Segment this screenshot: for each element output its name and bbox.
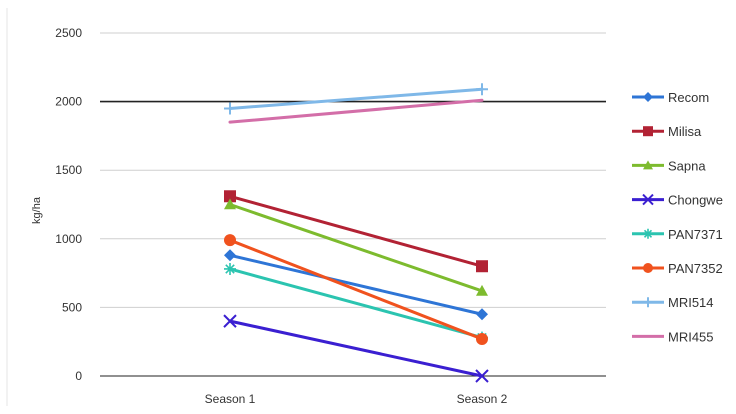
x-tick-label: Season 1 bbox=[205, 392, 256, 406]
legend-label: Chongwe bbox=[668, 193, 723, 208]
legend-item: MRI514 bbox=[632, 295, 714, 310]
data-point-marker bbox=[224, 262, 236, 275]
data-point-marker bbox=[643, 126, 653, 137]
legend-item: Sapna bbox=[632, 158, 706, 173]
gridlines bbox=[100, 32, 606, 377]
series-line bbox=[228, 267, 484, 340]
y-tick-label: 2500 bbox=[55, 26, 82, 40]
series-pan7371 bbox=[224, 262, 488, 344]
y-tick-label: 0 bbox=[75, 369, 82, 383]
legend-item: PAN7371 bbox=[632, 227, 723, 242]
data-point-marker bbox=[643, 297, 653, 308]
series-line bbox=[228, 319, 484, 378]
legend-label: MRI455 bbox=[668, 329, 714, 344]
data-point-marker bbox=[224, 198, 236, 210]
legend-item: PAN7352 bbox=[632, 261, 723, 276]
legend-item: Chongwe bbox=[632, 193, 723, 208]
data-point-marker bbox=[642, 193, 654, 206]
series-line bbox=[228, 98, 484, 124]
series-lines bbox=[223, 83, 489, 383]
y-tick-label: 1500 bbox=[55, 163, 82, 177]
legend-label: MRI514 bbox=[668, 295, 714, 310]
data-point-marker bbox=[224, 190, 236, 203]
legend: Recom Milisa Sapna Chongwe PAN7371 PAN7352 MRI… bbox=[632, 90, 723, 344]
data-point-marker bbox=[476, 284, 488, 296]
data-point-marker bbox=[223, 314, 237, 328]
series-line bbox=[228, 238, 484, 341]
y-tick-label: 1000 bbox=[55, 232, 82, 246]
data-point-marker bbox=[643, 92, 653, 102]
legend-item: Milisa bbox=[632, 124, 702, 139]
y-axis-label: kg/ha bbox=[31, 196, 43, 224]
data-point-marker bbox=[643, 160, 653, 170]
series-recom bbox=[224, 249, 488, 321]
data-point-marker bbox=[643, 228, 653, 239]
y-tick-label: 2000 bbox=[55, 95, 82, 109]
series-line bbox=[228, 203, 484, 293]
legend-label: Sapna bbox=[668, 158, 706, 173]
x-tick-label: Season 2 bbox=[457, 392, 508, 406]
data-point-marker bbox=[476, 332, 488, 345]
series-chongwe bbox=[223, 314, 489, 383]
series-line bbox=[228, 87, 484, 110]
data-point-marker bbox=[475, 369, 489, 383]
legend-label: Recom bbox=[668, 90, 709, 105]
data-point-marker bbox=[476, 83, 488, 96]
series-milisa bbox=[224, 190, 488, 273]
data-point-marker bbox=[224, 102, 236, 115]
legend-item: MRI455 bbox=[632, 329, 714, 344]
series-sapna bbox=[224, 198, 488, 296]
y-axis-ticks: 0 500 1000 1500 2000 2500 bbox=[55, 26, 82, 383]
data-point-marker bbox=[224, 249, 236, 262]
legend-label: PAN7371 bbox=[668, 227, 723, 242]
y-tick-label: 500 bbox=[62, 300, 82, 314]
data-point-marker bbox=[476, 308, 488, 321]
data-point-marker bbox=[643, 263, 653, 273]
series-pan7352 bbox=[224, 234, 488, 345]
data-point-marker bbox=[224, 234, 236, 247]
series-line bbox=[228, 253, 484, 316]
legend-label: Milisa bbox=[668, 124, 702, 139]
x-axis-ticks: Season 1 Season 2 bbox=[205, 392, 508, 406]
legend-item: Recom bbox=[632, 90, 709, 105]
legend-label: PAN7352 bbox=[668, 261, 723, 276]
series-mri514 bbox=[224, 83, 488, 115]
series-line bbox=[228, 194, 484, 268]
series-mri455 bbox=[228, 98, 484, 124]
data-point-marker bbox=[476, 260, 488, 273]
